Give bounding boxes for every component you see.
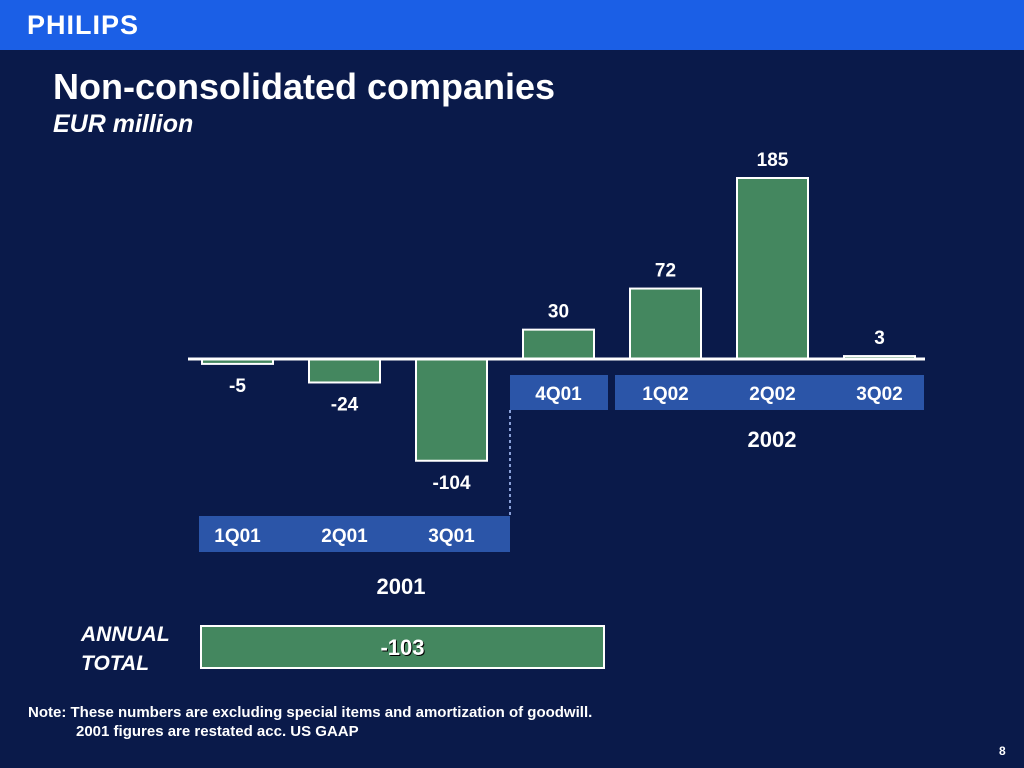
category-label-4q01: 4Q01 <box>535 384 582 405</box>
category-label-3q01: 3Q01 <box>428 526 475 547</box>
group-label-2001: 2001 <box>377 574 426 599</box>
annual-label-line2: TOTAL <box>81 652 150 675</box>
footnote-line2: 2001 figures are restated acc. US GAAP <box>76 723 359 740</box>
category-label-3q02: 3Q02 <box>856 384 902 405</box>
slide-subtitle: EUR million <box>53 110 194 138</box>
value-label-2q02: 185 <box>757 150 789 171</box>
footnote-line1: Note: These numbers are excluding specia… <box>28 704 593 721</box>
slide-title: Non-consolidated companies <box>53 66 556 107</box>
annual-total-box: -103 <box>200 625 605 669</box>
group-label-2002: 2002 <box>748 427 797 452</box>
category-strip-2002 <box>615 375 924 410</box>
category-label-1q01: 1Q01 <box>214 526 261 547</box>
bar-3q01 <box>415 358 488 462</box>
value-label-1q01: -5 <box>229 376 246 397</box>
footnote: Note: These numbers are excluding specia… <box>28 703 592 741</box>
category-label-2q01: 2Q01 <box>321 526 368 547</box>
bar-1q02 <box>629 287 702 361</box>
page-number: 8 <box>999 744 1006 758</box>
value-label-2q01: -24 <box>331 394 359 415</box>
value-label-3q02: 3 <box>874 328 885 349</box>
bar-4q01 <box>522 328 595 361</box>
value-label-3q01: -104 <box>432 473 470 494</box>
header-bar: PHILIPS <box>0 0 1024 50</box>
bar-2q01 <box>308 358 381 384</box>
category-label-1q02: 1Q02 <box>642 384 688 405</box>
philips-logo: PHILIPS <box>27 10 140 40</box>
category-strip-2001 <box>199 516 510 552</box>
annual-total-value: -103 <box>380 635 425 660</box>
category-strip-4q01 <box>510 375 608 410</box>
category-label-2q02: 2Q02 <box>749 384 795 405</box>
value-label-4q01: 30 <box>548 302 569 323</box>
annual-label-line1: ANNUAL <box>81 623 170 646</box>
value-label-1q02: 72 <box>655 261 676 282</box>
bar-2q02 <box>736 177 809 360</box>
annual-total-label: ANNUAL TOTAL <box>81 620 170 678</box>
